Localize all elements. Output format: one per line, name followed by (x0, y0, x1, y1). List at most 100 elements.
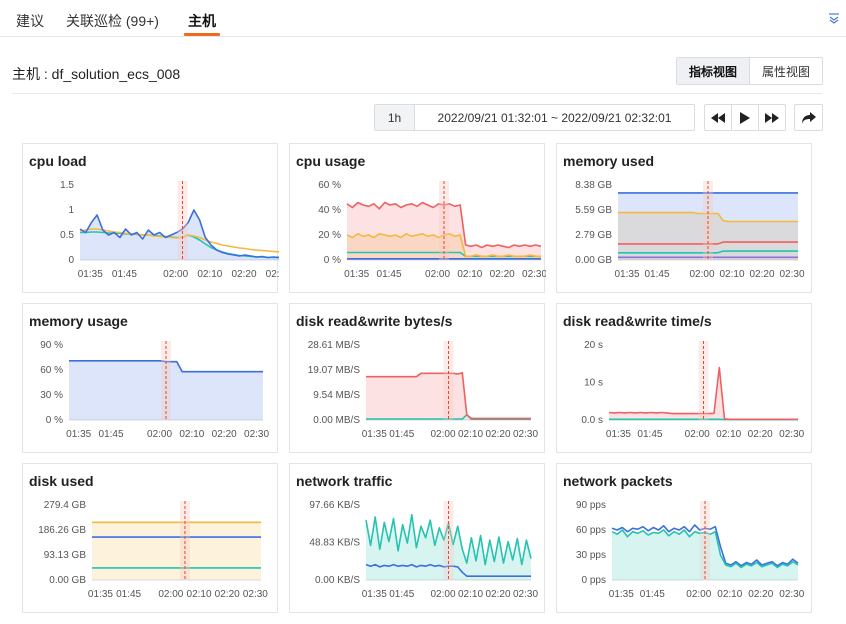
x-tick-label: 02:10 (179, 429, 204, 440)
event-highlight (698, 341, 709, 420)
tab-suggestions[interactable]: 建议 (16, 13, 44, 29)
event-highlight (443, 501, 454, 580)
y-tick-label: 20 % (318, 230, 341, 241)
y-tick-label: 0 (68, 255, 74, 266)
x-tick-label: 01:35 (66, 429, 91, 440)
x-tick-label: 02:30 (522, 269, 546, 280)
chart-plot: 0.00 MB/S 9.54 MB/S 19.07 MB/S 28.61 MB/S 01… (308, 340, 539, 440)
series-line (346, 233, 541, 258)
series-line (346, 201, 542, 249)
time-range-picker[interactable]: 1h 2022/09/21 01:32:01 ~ 2022/09/21 02:3… (374, 104, 695, 131)
tab-host[interactable]: 主机 (188, 13, 216, 29)
chart-plot: 0.00 GB 2.79 GB 5.59 GB 8.38 GB 01:35 01:45 02… (575, 180, 805, 280)
tab-related-inspections[interactable]: 关联巡检 (99+) (66, 13, 159, 29)
x-tick-label: 02:20 (212, 429, 237, 440)
x-tick-label: 02:00 (685, 429, 710, 440)
x-tick-label: 01:35 (362, 429, 387, 440)
chart-card-network-packets[interactable]: network packets 0 pps 30 pps 60 pps 90 pps 01… (556, 463, 812, 613)
x-tick-label: 02:30 (513, 429, 538, 440)
duration-label[interactable]: 1h (375, 105, 415, 130)
x-tick-label: 02:00 (158, 589, 183, 600)
chart-title: cpu load (29, 153, 87, 169)
x-tick-label: 01:45 (116, 589, 141, 600)
chart-card-disk-read-write-bytes-s[interactable]: disk read&write bytes/s 0.00 MB/S 9.54 MB/… (289, 303, 545, 453)
x-tick-label: 02:30 (513, 589, 538, 600)
x-tick-label: 02:00 (425, 269, 450, 280)
rewind-button[interactable] (705, 105, 732, 130)
x-tick-label: 01:45 (389, 429, 414, 440)
y-tick-label: 5.59 GB (575, 205, 612, 216)
event-highlight (177, 181, 188, 260)
attributes-view-button[interactable]: 属性视图 (761, 64, 810, 79)
x-tick-label: 02:10 (717, 589, 742, 600)
chart-plot: 0 pps 30 pps 60 pps 90 pps 01:35 01:45 02:00 02… (576, 500, 805, 600)
event-highlight (443, 341, 454, 420)
chart-title: cpu usage (296, 153, 366, 169)
active-tab-indicator (184, 33, 220, 36)
x-tick-label: 02:00 (430, 589, 455, 600)
x-tick-label: 02:00 (163, 269, 188, 280)
chart-title: memory usage (29, 313, 128, 329)
y-tick-label: 60 % (318, 180, 341, 191)
host-title: 主机 : df_solution_ecs_008 (12, 66, 181, 82)
y-tick-label: 19.07 MB/S (308, 365, 361, 376)
series-area (92, 522, 261, 580)
x-tick-label: 01:35 (606, 429, 631, 440)
y-tick-label: 0.5 (60, 230, 74, 241)
y-tick-label: 8.38 GB (575, 180, 612, 191)
chart-card-disk-used[interactable]: disk used 0.00 GB 93.13 GB 186.26 GB 279.4 G… (22, 463, 278, 613)
series-area (80, 210, 279, 260)
chart-card-disk-read-write-time-s[interactable]: disk read&write time/s 0.0 s 10 s 20 s 01:35… (556, 303, 812, 453)
time-range-text[interactable]: 2022/09/21 01:32:01 ~ 2022/09/21 02:32:0… (437, 110, 672, 125)
share-icon (801, 111, 816, 124)
y-tick-label: 279.4 GB (44, 500, 87, 511)
divider (12, 93, 822, 94)
y-tick-label: 30 pps (576, 550, 606, 561)
y-tick-label: 60 % (40, 365, 63, 376)
y-tick-label: 0.00 GB (49, 575, 86, 586)
chart-card-memory-used[interactable]: memory used 0.00 GB 2.79 GB 5.59 GB 8.38 GB 0… (556, 143, 812, 293)
fast-forward-button[interactable] (759, 105, 785, 130)
y-tick-label: 1.5 (60, 180, 74, 191)
x-tick-label: 01:45 (112, 269, 137, 280)
y-tick-label: 60 pps (576, 525, 606, 536)
x-tick-label: 01:35 (609, 589, 634, 600)
x-tick-label: 01:35 (344, 269, 369, 280)
x-tick-label: 02:30 (779, 269, 804, 280)
fast-forward-icon (765, 112, 779, 123)
event-highlight (439, 181, 449, 260)
x-tick-label: 02:10 (458, 429, 483, 440)
chart-card-cpu-usage[interactable]: cpu usage 0 % 20 % 40 % 60 % 01:35 01:45 02:00 0… (289, 143, 546, 293)
series-area (612, 530, 798, 580)
play-button[interactable] (732, 105, 759, 130)
chart-card-memory-usage[interactable]: memory usage 0 % 30 % 60 % 90 % 01:35 01:45 02:… (22, 303, 278, 453)
chart-plot: 0 % 30 % 60 % 90 % 01:35 01:45 02:00 02:10 02:20… (40, 340, 269, 440)
metrics-view-button[interactable]: 指标视图 (677, 58, 750, 84)
x-tick-label: 02:20 (490, 269, 515, 280)
chart-title: disk used (29, 473, 94, 489)
x-tick-label: 02:00 (686, 589, 711, 600)
x-tick-label: 02:10 (197, 269, 222, 280)
event-highlight (179, 501, 190, 580)
x-tick-label: 02:10 (716, 429, 741, 440)
y-tick-label: 0.0 s (581, 415, 603, 426)
chart-plot: 0.0 s 10 s 20 s 01:35 01:45 02:00 02:10 02:20 02… (581, 340, 804, 440)
x-tick-label: 02:00 (147, 429, 172, 440)
y-tick-label: 0.00 GB (575, 255, 612, 266)
x-tick-label: 02:20 (748, 589, 773, 600)
x-tick-label: 02:30 (243, 589, 268, 600)
chart-title: network packets (563, 473, 673, 489)
chart-card-cpu-load[interactable]: cpu load 0 0.5 1 1.5 01:35 01:45 02:00 02:10 02:2… (22, 143, 279, 293)
x-tick-label: 01:45 (389, 589, 414, 600)
chart-card-network-traffic[interactable]: network traffic 0.00 KB/S 48.83 KB/S 97.66 … (289, 463, 545, 613)
x-tick-label: 01:45 (99, 429, 124, 440)
y-tick-label: 186.26 GB (38, 525, 86, 536)
share-button[interactable] (794, 104, 823, 131)
y-tick-label: 97.66 KB/S (309, 500, 360, 511)
event-highlight (703, 181, 713, 260)
x-tick-label: 02:30 (266, 269, 279, 280)
playback-controls (704, 104, 786, 131)
chart-plot: 0.00 GB 93.13 GB 186.26 GB 279.4 GB 01:35 01:… (38, 500, 268, 600)
double-chevron-down-icon[interactable] (828, 12, 840, 24)
x-tick-label: 01:35 (614, 269, 639, 280)
